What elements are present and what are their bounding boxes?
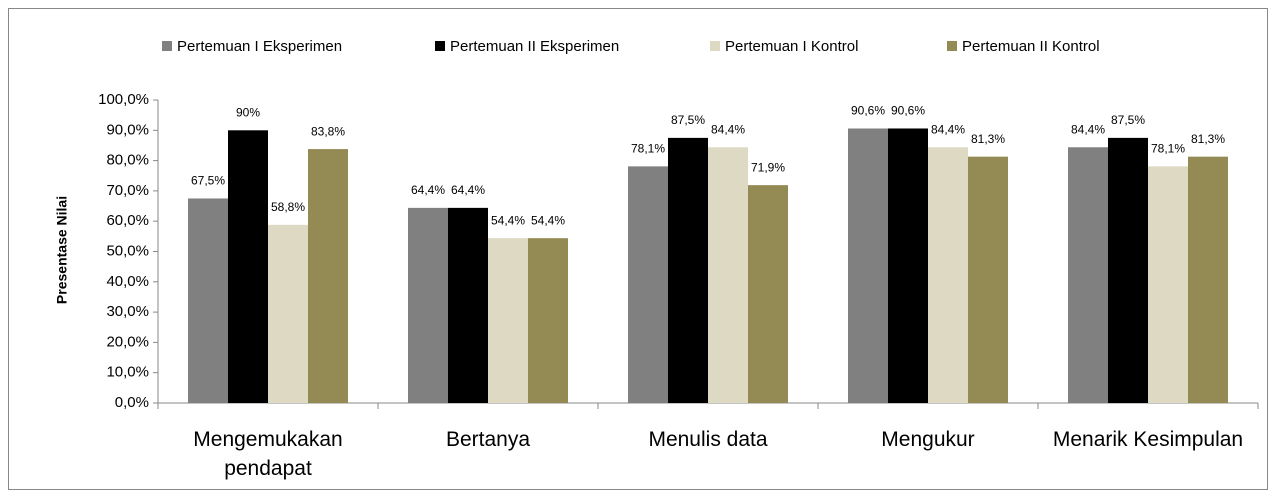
legend-label: Pertemuan I Kontrol	[725, 38, 858, 55]
data-label: 78,1%	[631, 142, 665, 156]
data-label: 71,9%	[751, 160, 785, 174]
bar	[488, 238, 528, 403]
bar	[628, 166, 668, 403]
y-tick-label: 30,0%	[106, 303, 149, 320]
data-label: 87,5%	[1111, 113, 1145, 127]
y-tick-label: 10,0%	[106, 364, 149, 381]
y-tick-label: 40,0%	[106, 273, 149, 290]
y-tick-label: 80,0%	[106, 152, 149, 169]
legend-label: Pertemuan II Eksperimen	[450, 38, 619, 55]
bar	[1148, 166, 1188, 403]
bar	[668, 137, 708, 403]
legend-label: Pertemuan I Eksperimen	[177, 38, 342, 55]
y-tick-label: 70,0%	[106, 182, 149, 199]
bar	[268, 224, 308, 403]
data-label: 90%	[236, 105, 260, 119]
bar	[1108, 137, 1148, 403]
y-tick-label: 90,0%	[106, 121, 149, 138]
bar	[188, 198, 228, 403]
y-axis-label: Presentase Nilai	[54, 196, 70, 304]
legend-swatch	[435, 41, 445, 51]
data-label: 87,5%	[671, 113, 705, 127]
data-label: 64,4%	[411, 183, 445, 197]
data-label: 84,4%	[931, 122, 965, 136]
legend-swatch	[162, 41, 172, 51]
bar	[848, 128, 888, 403]
data-label: 54,4%	[531, 213, 565, 227]
legend-swatch	[710, 41, 720, 51]
data-label: 78,1%	[1151, 142, 1185, 156]
x-tick-label: Mengemukakan pendapat	[193, 428, 343, 480]
y-tick-label: 0,0%	[115, 394, 149, 411]
data-label: 54,4%	[491, 213, 525, 227]
bar	[228, 130, 268, 404]
y-tick-label: 60,0%	[106, 212, 149, 229]
y-tick-label: 50,0%	[106, 242, 149, 259]
legend-swatch	[947, 41, 957, 51]
bar	[748, 185, 788, 403]
bar	[888, 128, 928, 403]
data-label: 90,6%	[891, 104, 925, 118]
x-tick-label: Mengukur	[881, 428, 975, 451]
bar	[1188, 156, 1228, 403]
bar	[448, 207, 488, 403]
data-label: 83,8%	[311, 124, 345, 138]
bar	[408, 207, 448, 403]
data-label: 84,4%	[1071, 122, 1105, 136]
bar	[528, 238, 568, 403]
data-label: 81,3%	[1191, 132, 1225, 146]
data-label: 58,8%	[271, 200, 305, 214]
bar	[308, 149, 348, 403]
x-tick-label: Menulis data	[648, 428, 768, 451]
data-label: 84,4%	[711, 122, 745, 136]
bar	[708, 147, 748, 403]
y-tick-label: 100,0%	[98, 91, 149, 108]
data-label: 64,4%	[451, 183, 485, 197]
y-tick-label: 20,0%	[106, 333, 149, 350]
x-tick-label: Menarik Kesimpulan	[1052, 428, 1244, 451]
data-label: 81,3%	[971, 132, 1005, 146]
bar	[928, 147, 968, 403]
legend-label: Pertemuan II Kontrol	[962, 38, 1100, 55]
x-tick-label: Bertanya	[445, 428, 531, 451]
data-label: 67,5%	[191, 174, 225, 188]
bar	[1068, 147, 1108, 403]
bar	[968, 156, 1008, 403]
data-label: 90,6%	[851, 104, 885, 118]
